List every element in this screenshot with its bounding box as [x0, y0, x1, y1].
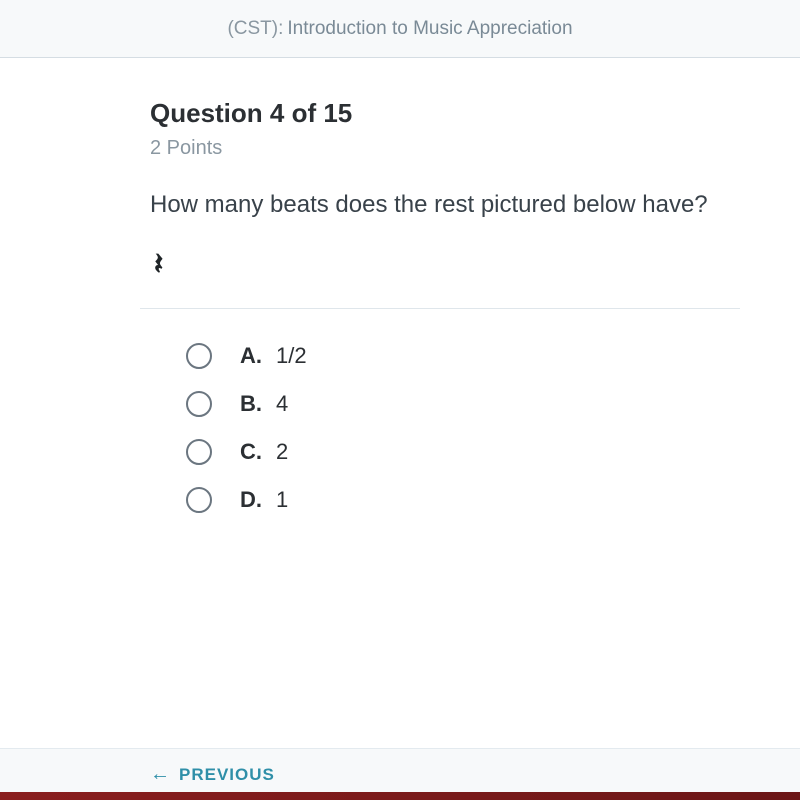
- option-text: 2: [276, 439, 288, 465]
- option-letter: C.: [240, 439, 266, 465]
- question-number: Question 4 of 15: [150, 98, 800, 129]
- music-rest-icon: 𝄽: [150, 248, 800, 282]
- radio-icon[interactable]: [186, 391, 212, 417]
- radio-icon[interactable]: [186, 487, 212, 513]
- course-title: Introduction to Music Appreciation: [287, 18, 572, 40]
- answer-options: A. 1/2 B. 4 C. 2 D. 1: [150, 343, 800, 513]
- taskbar-strip: [0, 792, 800, 800]
- option-letter: D.: [240, 487, 266, 513]
- option-b[interactable]: B. 4: [186, 391, 800, 417]
- question-points: 2 Points: [150, 137, 800, 160]
- option-c[interactable]: C. 2: [186, 439, 800, 465]
- option-text: 1: [276, 487, 288, 513]
- option-text: 1/2: [276, 343, 307, 369]
- option-d[interactable]: D. 1: [186, 487, 800, 513]
- previous-button[interactable]: ← PREVIOUS: [150, 763, 275, 786]
- section-divider: [140, 308, 740, 309]
- previous-label: PREVIOUS: [179, 765, 275, 785]
- radio-icon[interactable]: [186, 343, 212, 369]
- option-letter: B.: [240, 391, 266, 417]
- page-header: (CST): Introduction to Music Appreciatio…: [0, 0, 800, 58]
- option-letter: A.: [240, 343, 266, 369]
- arrow-left-icon: ←: [150, 763, 171, 786]
- question-prompt: How many beats does the rest pictured be…: [150, 188, 710, 222]
- header-prefix: (CST):: [227, 18, 283, 40]
- option-text: 4: [276, 391, 288, 417]
- option-a[interactable]: A. 1/2: [186, 343, 800, 369]
- radio-icon[interactable]: [186, 439, 212, 465]
- question-card: Question 4 of 15 2 Points How many beats…: [0, 58, 800, 748]
